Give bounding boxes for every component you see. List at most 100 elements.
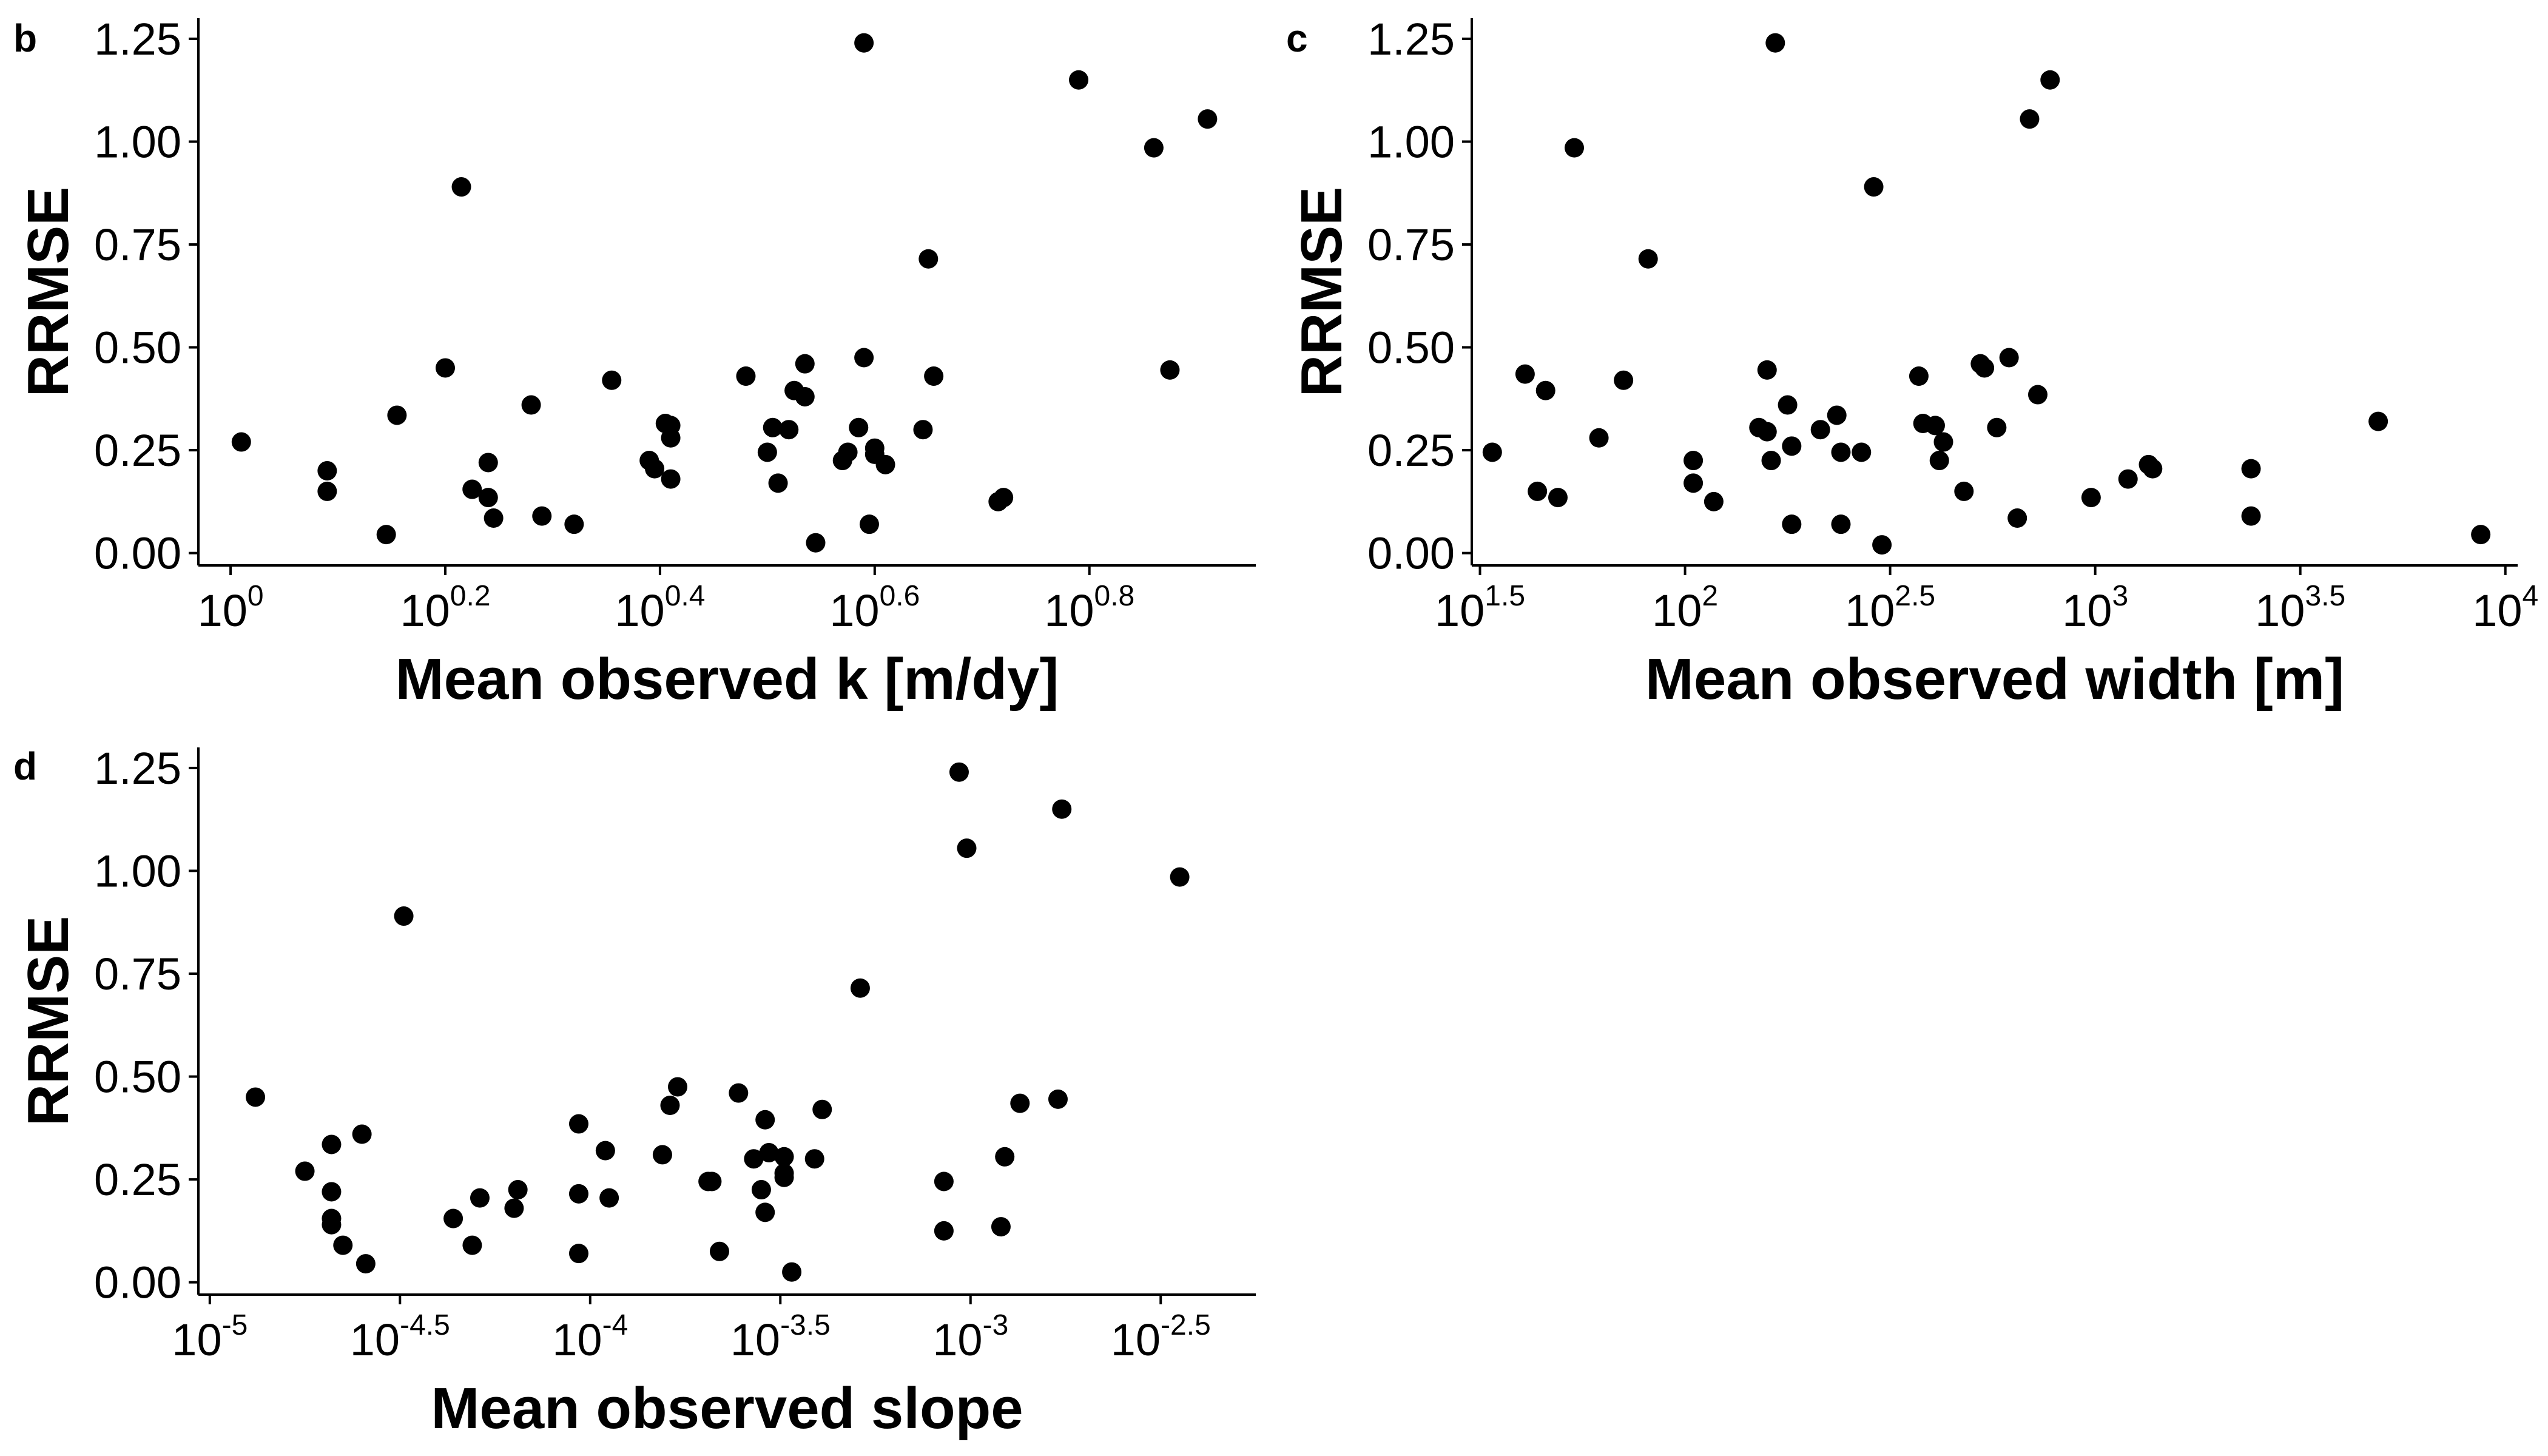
- data-point: [774, 1147, 794, 1167]
- data-point: [854, 33, 874, 53]
- data-point: [2241, 459, 2261, 479]
- data-point: [1999, 348, 2019, 368]
- data-point: [1684, 473, 1704, 493]
- y-tick-label: 1.25: [1367, 14, 1455, 64]
- data-point: [1614, 370, 1634, 390]
- data-point: [2020, 109, 2040, 129]
- data-point: [1684, 451, 1704, 471]
- data-point: [1528, 481, 1548, 501]
- data-point: [246, 1087, 266, 1107]
- data-point: [317, 481, 337, 501]
- data-point: [443, 1208, 463, 1228]
- data-point: [1638, 249, 1658, 269]
- scatter-panel-d: d 0.00 0.25 0.50 0.75 1.00 1.25 10-5 10-4.5 10-4 1…: [13, 743, 1256, 1441]
- data-point: [924, 366, 944, 386]
- scatter-panel-c: c 0.00 0.25 0.50 0.75 1.00 1.25 101.5 102 102.5 10…: [1286, 14, 2538, 712]
- x-tick-label: 103: [2062, 580, 2128, 636]
- data-point: [782, 1262, 802, 1282]
- data-point: [751, 1180, 771, 1200]
- data-point: [322, 1182, 342, 1202]
- scatter-panel-b: b 0.00 0.25 0.50 0.75 1.00 1.25 100 100.2 100.4 10…: [13, 14, 1256, 712]
- data-point: [806, 533, 826, 553]
- data-point: [322, 1215, 342, 1235]
- data-point: [744, 1149, 764, 1169]
- y-tick-label: 0.50: [94, 323, 181, 373]
- data-point: [702, 1171, 722, 1191]
- data-point: [2027, 385, 2048, 405]
- data-point: [2007, 508, 2027, 528]
- data-point: [1872, 535, 1892, 555]
- data-point: [759, 1143, 779, 1163]
- data-point: [568, 1184, 588, 1204]
- data-point: [1515, 364, 1535, 384]
- data-point: [478, 488, 498, 508]
- data-point: [356, 1254, 376, 1274]
- data-point: [763, 417, 783, 437]
- data-point: [521, 395, 541, 415]
- data-point: [508, 1180, 528, 1200]
- data-point: [333, 1235, 353, 1255]
- data-point: [849, 417, 869, 437]
- y-tick-label: 0.50: [94, 1052, 181, 1102]
- data-point: [1765, 33, 1785, 53]
- data-point: [1864, 177, 1884, 197]
- data-point: [736, 366, 756, 386]
- data-point: [564, 514, 584, 534]
- y-tick-label: 0.25: [94, 1154, 181, 1205]
- data-point: [1069, 70, 1089, 90]
- data-point: [755, 1202, 775, 1222]
- y-tick-label: 0.25: [94, 425, 181, 476]
- data-point: [462, 1235, 482, 1255]
- x-tick-label: 10-3: [932, 1309, 1008, 1365]
- data-point: [1852, 442, 1872, 462]
- data-point: [352, 1124, 372, 1144]
- data-point: [1782, 436, 1802, 456]
- x-tick-label: 100.2: [400, 580, 490, 636]
- data-point: [376, 525, 396, 545]
- y-tick-label: 0.75: [94, 949, 181, 999]
- x-tick-label: 10-4: [552, 1309, 628, 1365]
- data-point: [1925, 416, 1945, 436]
- data-point: [645, 459, 665, 479]
- data-point: [1010, 1093, 1030, 1113]
- x-tick-label: 10-5: [172, 1309, 248, 1365]
- x-tick-label: 101.5: [1435, 580, 1525, 636]
- data-point: [795, 386, 815, 406]
- data-point: [1909, 366, 1929, 386]
- data-point: [661, 416, 681, 436]
- data-point: [322, 1134, 342, 1154]
- y-tick-label: 1.25: [94, 14, 181, 64]
- data-point: [949, 762, 969, 782]
- data-point: [757, 442, 777, 462]
- panel-letter: b: [13, 16, 37, 60]
- y-tick-label: 0.75: [94, 220, 181, 270]
- data-point: [1929, 451, 1949, 471]
- data-point: [729, 1083, 749, 1103]
- y-tick-label: 0.00: [1367, 528, 1455, 579]
- data-point: [470, 1188, 490, 1208]
- data-point: [875, 454, 895, 474]
- data-point: [1782, 514, 1802, 534]
- data-point: [1954, 481, 1974, 501]
- data-point: [504, 1198, 524, 1218]
- data-point: [1482, 442, 1502, 462]
- x-tick-label: 102.5: [1845, 580, 1935, 636]
- data-point: [1761, 451, 1781, 471]
- data-point: [532, 506, 552, 526]
- x-tick-label: 10-4.5: [350, 1309, 450, 1365]
- data-point: [1589, 428, 1609, 448]
- data-point: [859, 514, 879, 534]
- panel-letter: d: [13, 744, 37, 788]
- data-point: [1933, 432, 1953, 452]
- data-point: [2368, 411, 2388, 431]
- data-point: [1052, 799, 1072, 819]
- data-point: [602, 370, 622, 390]
- data-point: [568, 1114, 588, 1134]
- data-point: [2241, 506, 2261, 526]
- x-tick-label: 102: [1652, 580, 1718, 636]
- x-tick-label: 100: [198, 580, 264, 636]
- x-axis-title: Mean observed k [m/dy]: [396, 647, 1059, 712]
- y-axis-title: RRMSE: [16, 187, 81, 397]
- data-point: [838, 442, 858, 462]
